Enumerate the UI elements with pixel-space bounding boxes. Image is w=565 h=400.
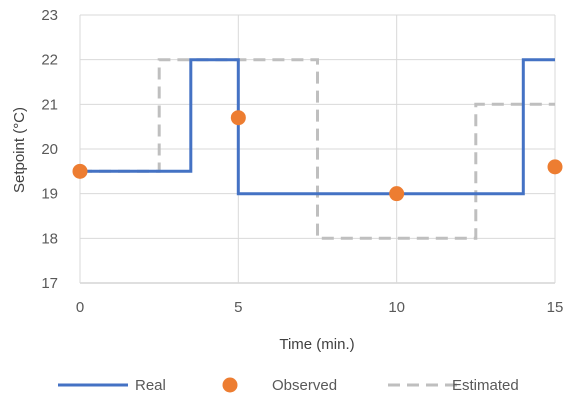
legend-label-real: Real (135, 377, 166, 394)
legend-label-estimated: Estimated (452, 377, 519, 394)
observed-point-1 (230, 110, 246, 126)
real-line (80, 58, 555, 196)
legend-label-observed: Observed (272, 377, 337, 394)
observed-point-3 (547, 159, 563, 175)
x-axis-ticks: 0 5 10 15 (76, 299, 564, 316)
y-tick-label-18: 18 (41, 230, 58, 247)
x-axis-title: Time (min.) (279, 336, 354, 353)
y-axis-ticks: 17 18 19 20 21 22 23 (41, 7, 58, 292)
estimated-line (80, 58, 555, 240)
y-tick-label-17: 17 (41, 275, 58, 292)
y-tick-label-20: 20 (41, 141, 58, 158)
y-axis-title: Setpoint (°C) (11, 107, 28, 193)
y-tick-label-19: 19 (41, 186, 58, 203)
y-tick-label-23: 23 (41, 7, 58, 24)
observed-point-2 (389, 186, 405, 202)
legend: Real Observed Estimated (58, 377, 519, 394)
y-tick-label-21: 21 (41, 96, 58, 113)
x-tick-label-0: 0 (76, 299, 84, 316)
legend-swatch-observed (222, 377, 238, 393)
y-tick-label-22: 22 (41, 52, 58, 69)
x-tick-label-15: 15 (547, 299, 564, 316)
x-tick-label-10: 10 (388, 299, 405, 316)
x-tick-label-5: 5 (234, 299, 242, 316)
observed-point-0 (72, 163, 88, 179)
series-group (72, 58, 563, 240)
